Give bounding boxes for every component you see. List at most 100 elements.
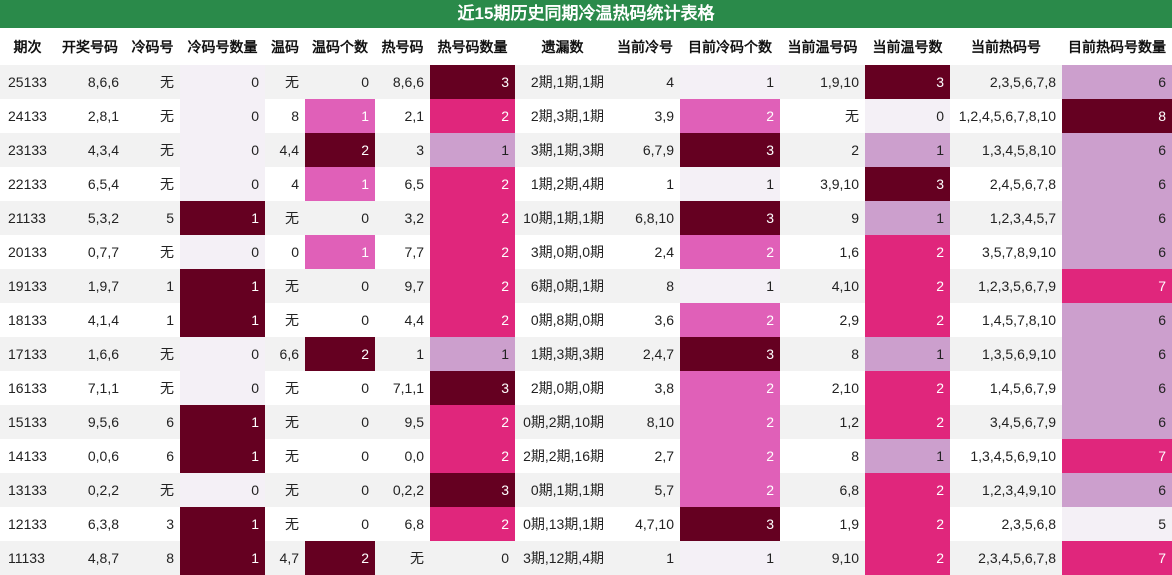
table-cell: 2 bbox=[430, 269, 515, 303]
table-row: 19133 1,9,7 1 1 无 0 9,7 2 6期,0期,1期 8 1 4,10 2 1,2,3,5… bbox=[0, 269, 1172, 303]
table-cell: 1,2,3,4,5,7 bbox=[950, 201, 1062, 235]
table-cell: 2 bbox=[865, 235, 950, 269]
table-cell: 0,0,6 bbox=[55, 439, 125, 473]
table-cell: 23133 bbox=[0, 133, 55, 167]
stats-table: 期次 开奖号码 冷码号 冷码号数量 温码 温码个数 热号码 热号码数量 遗漏数 当前冷号 目前冷码个… bbox=[0, 28, 1172, 575]
column-header: 冷码号数量 bbox=[187, 38, 258, 55]
table-cell: 6 bbox=[125, 439, 180, 473]
table-body: 25133 8,6,6 无 0 无 0 8,6,6 3 2期,1期,1期 4 1 1,9,10 3 2,3… bbox=[0, 65, 1172, 575]
table-cell: 22133 bbox=[0, 167, 55, 201]
table-cell: 4,8,7 bbox=[55, 541, 125, 575]
table-cell: 1 bbox=[430, 133, 515, 167]
table-cell: 6 bbox=[125, 405, 180, 439]
table-cell: 1,6,6 bbox=[55, 337, 125, 371]
table-row: 17133 1,6,6 无 0 6,6 2 1 1 1期,3期,3期 2,4,7 3 8 1 1,3,5,… bbox=[0, 337, 1172, 371]
table-cell: 1 bbox=[180, 507, 265, 541]
table-cell: 0 bbox=[180, 473, 265, 507]
table-cell: 3 bbox=[430, 371, 515, 405]
table-cell: 1 bbox=[180, 201, 265, 235]
table-cell: 2,8,1 bbox=[55, 99, 125, 133]
table-cell: 2 bbox=[305, 337, 375, 371]
table-cell: 3期,12期,4期 bbox=[515, 541, 610, 575]
table-cell: 6,5,4 bbox=[55, 167, 125, 201]
table-cell: 2期,0期,0期 bbox=[515, 371, 610, 405]
table-cell: 0,0 bbox=[375, 439, 430, 473]
table-cell: 2,4 bbox=[610, 235, 680, 269]
table-cell: 无 bbox=[375, 541, 430, 575]
table-cell: 3 bbox=[865, 65, 950, 99]
table-cell: 7,1,1 bbox=[55, 371, 125, 405]
table-cell: 5,7 bbox=[610, 473, 680, 507]
table-cell: 0期,1期,1期 bbox=[515, 473, 610, 507]
table-cell: 6 bbox=[1062, 133, 1172, 167]
table-row: 23133 4,3,4 无 0 4,4 2 3 1 3期,1期,3期 6,7,9 3 2 1 1,3,4,… bbox=[0, 133, 1172, 167]
table-cell: 1 bbox=[305, 99, 375, 133]
table-cell: 6期,0期,1期 bbox=[515, 269, 610, 303]
table-cell: 12133 bbox=[0, 507, 55, 541]
table-cell: 3 bbox=[430, 473, 515, 507]
table-title: 近15期历史同期冷温热码统计表格 bbox=[0, 0, 1172, 28]
table-cell: 2 bbox=[780, 133, 865, 167]
column-header: 开奖号码 bbox=[62, 38, 118, 55]
table-cell: 20133 bbox=[0, 235, 55, 269]
table-cell: 1 bbox=[865, 201, 950, 235]
table-cell: 1 bbox=[305, 167, 375, 201]
table-cell: 6,8,10 bbox=[610, 201, 680, 235]
column-header: 温码 bbox=[271, 38, 299, 55]
column-header: 当前冷号 bbox=[617, 38, 673, 55]
table-cell: 无 bbox=[265, 65, 305, 99]
table-cell: 6 bbox=[1062, 235, 1172, 269]
table-cell: 6,8 bbox=[375, 507, 430, 541]
table-cell: 0期,2期,10期 bbox=[515, 405, 610, 439]
table-cell: 6,3,8 bbox=[55, 507, 125, 541]
table-cell: 1 bbox=[180, 439, 265, 473]
table-cell: 无 bbox=[265, 439, 305, 473]
table-cell: 3,6 bbox=[610, 303, 680, 337]
table-cell: 3,4,5,6,7,9 bbox=[950, 405, 1062, 439]
table-cell: 1 bbox=[865, 337, 950, 371]
table-cell: 1 bbox=[430, 337, 515, 371]
table-row: 12133 6,3,8 3 1 无 0 6,8 2 0期,13期,1期 4,7,10 3 1,9 2 2,… bbox=[0, 507, 1172, 541]
table-cell: 7 bbox=[1062, 269, 1172, 303]
table-cell: 2,7 bbox=[610, 439, 680, 473]
header-row: 期次 开奖号码 冷码号 冷码号数量 温码 温码个数 热号码 热号码数量 遗漏数 当前冷号 目前冷码个… bbox=[0, 28, 1172, 65]
table-cell: 1,3,4,5,6,9,10 bbox=[950, 439, 1062, 473]
table-cell: 6 bbox=[1062, 405, 1172, 439]
table-row: 13133 0,2,2 无 0 无 0 0,2,2 3 0期,1期,1期 5,7 2 6,8 2 1,2,… bbox=[0, 473, 1172, 507]
table-cell: 7 bbox=[1062, 439, 1172, 473]
table-cell: 8 bbox=[780, 439, 865, 473]
table-cell: 2 bbox=[305, 541, 375, 575]
table-cell: 无 bbox=[780, 99, 865, 133]
table-cell: 5,3,2 bbox=[55, 201, 125, 235]
table-cell: 2,10 bbox=[780, 371, 865, 405]
table-cell: 2 bbox=[680, 99, 780, 133]
table-cell: 0 bbox=[265, 235, 305, 269]
table-cell: 8,6,6 bbox=[55, 65, 125, 99]
table-cell: 2 bbox=[865, 507, 950, 541]
table-cell: 2 bbox=[865, 303, 950, 337]
table-cell: 1,6 bbox=[780, 235, 865, 269]
table-cell: 2 bbox=[865, 473, 950, 507]
table-cell: 无 bbox=[125, 133, 180, 167]
table-cell: 2,1 bbox=[375, 99, 430, 133]
table-cell: 0期,8期,0期 bbox=[515, 303, 610, 337]
table-cell: 4,7,10 bbox=[610, 507, 680, 541]
table-cell: 10期,1期,1期 bbox=[515, 201, 610, 235]
table-cell: 9,7 bbox=[375, 269, 430, 303]
table-cell: 5 bbox=[125, 201, 180, 235]
table-cell: 6,7,9 bbox=[610, 133, 680, 167]
table-cell: 1 bbox=[180, 541, 265, 575]
table-cell: 0期,13期,1期 bbox=[515, 507, 610, 541]
table-cell: 0 bbox=[305, 269, 375, 303]
table-row: 24133 2,8,1 无 0 8 1 2,1 2 2期,3期,1期 3,9 2 无 0 1,2,4,5,… bbox=[0, 99, 1172, 133]
table-row: 16133 7,1,1 无 0 无 0 7,1,1 3 2期,0期,0期 3,8 2 2,10 2 1,4… bbox=[0, 371, 1172, 405]
column-header: 温码个数 bbox=[312, 38, 368, 55]
table-cell: 6,8 bbox=[780, 473, 865, 507]
table-cell: 0 bbox=[305, 65, 375, 99]
table-cell: 无 bbox=[265, 371, 305, 405]
column-header: 遗漏数 bbox=[541, 38, 584, 55]
table-cell: 6 bbox=[1062, 337, 1172, 371]
table-cell: 1 bbox=[125, 303, 180, 337]
table-cell: 9,10 bbox=[780, 541, 865, 575]
table-cell: 2,9 bbox=[780, 303, 865, 337]
